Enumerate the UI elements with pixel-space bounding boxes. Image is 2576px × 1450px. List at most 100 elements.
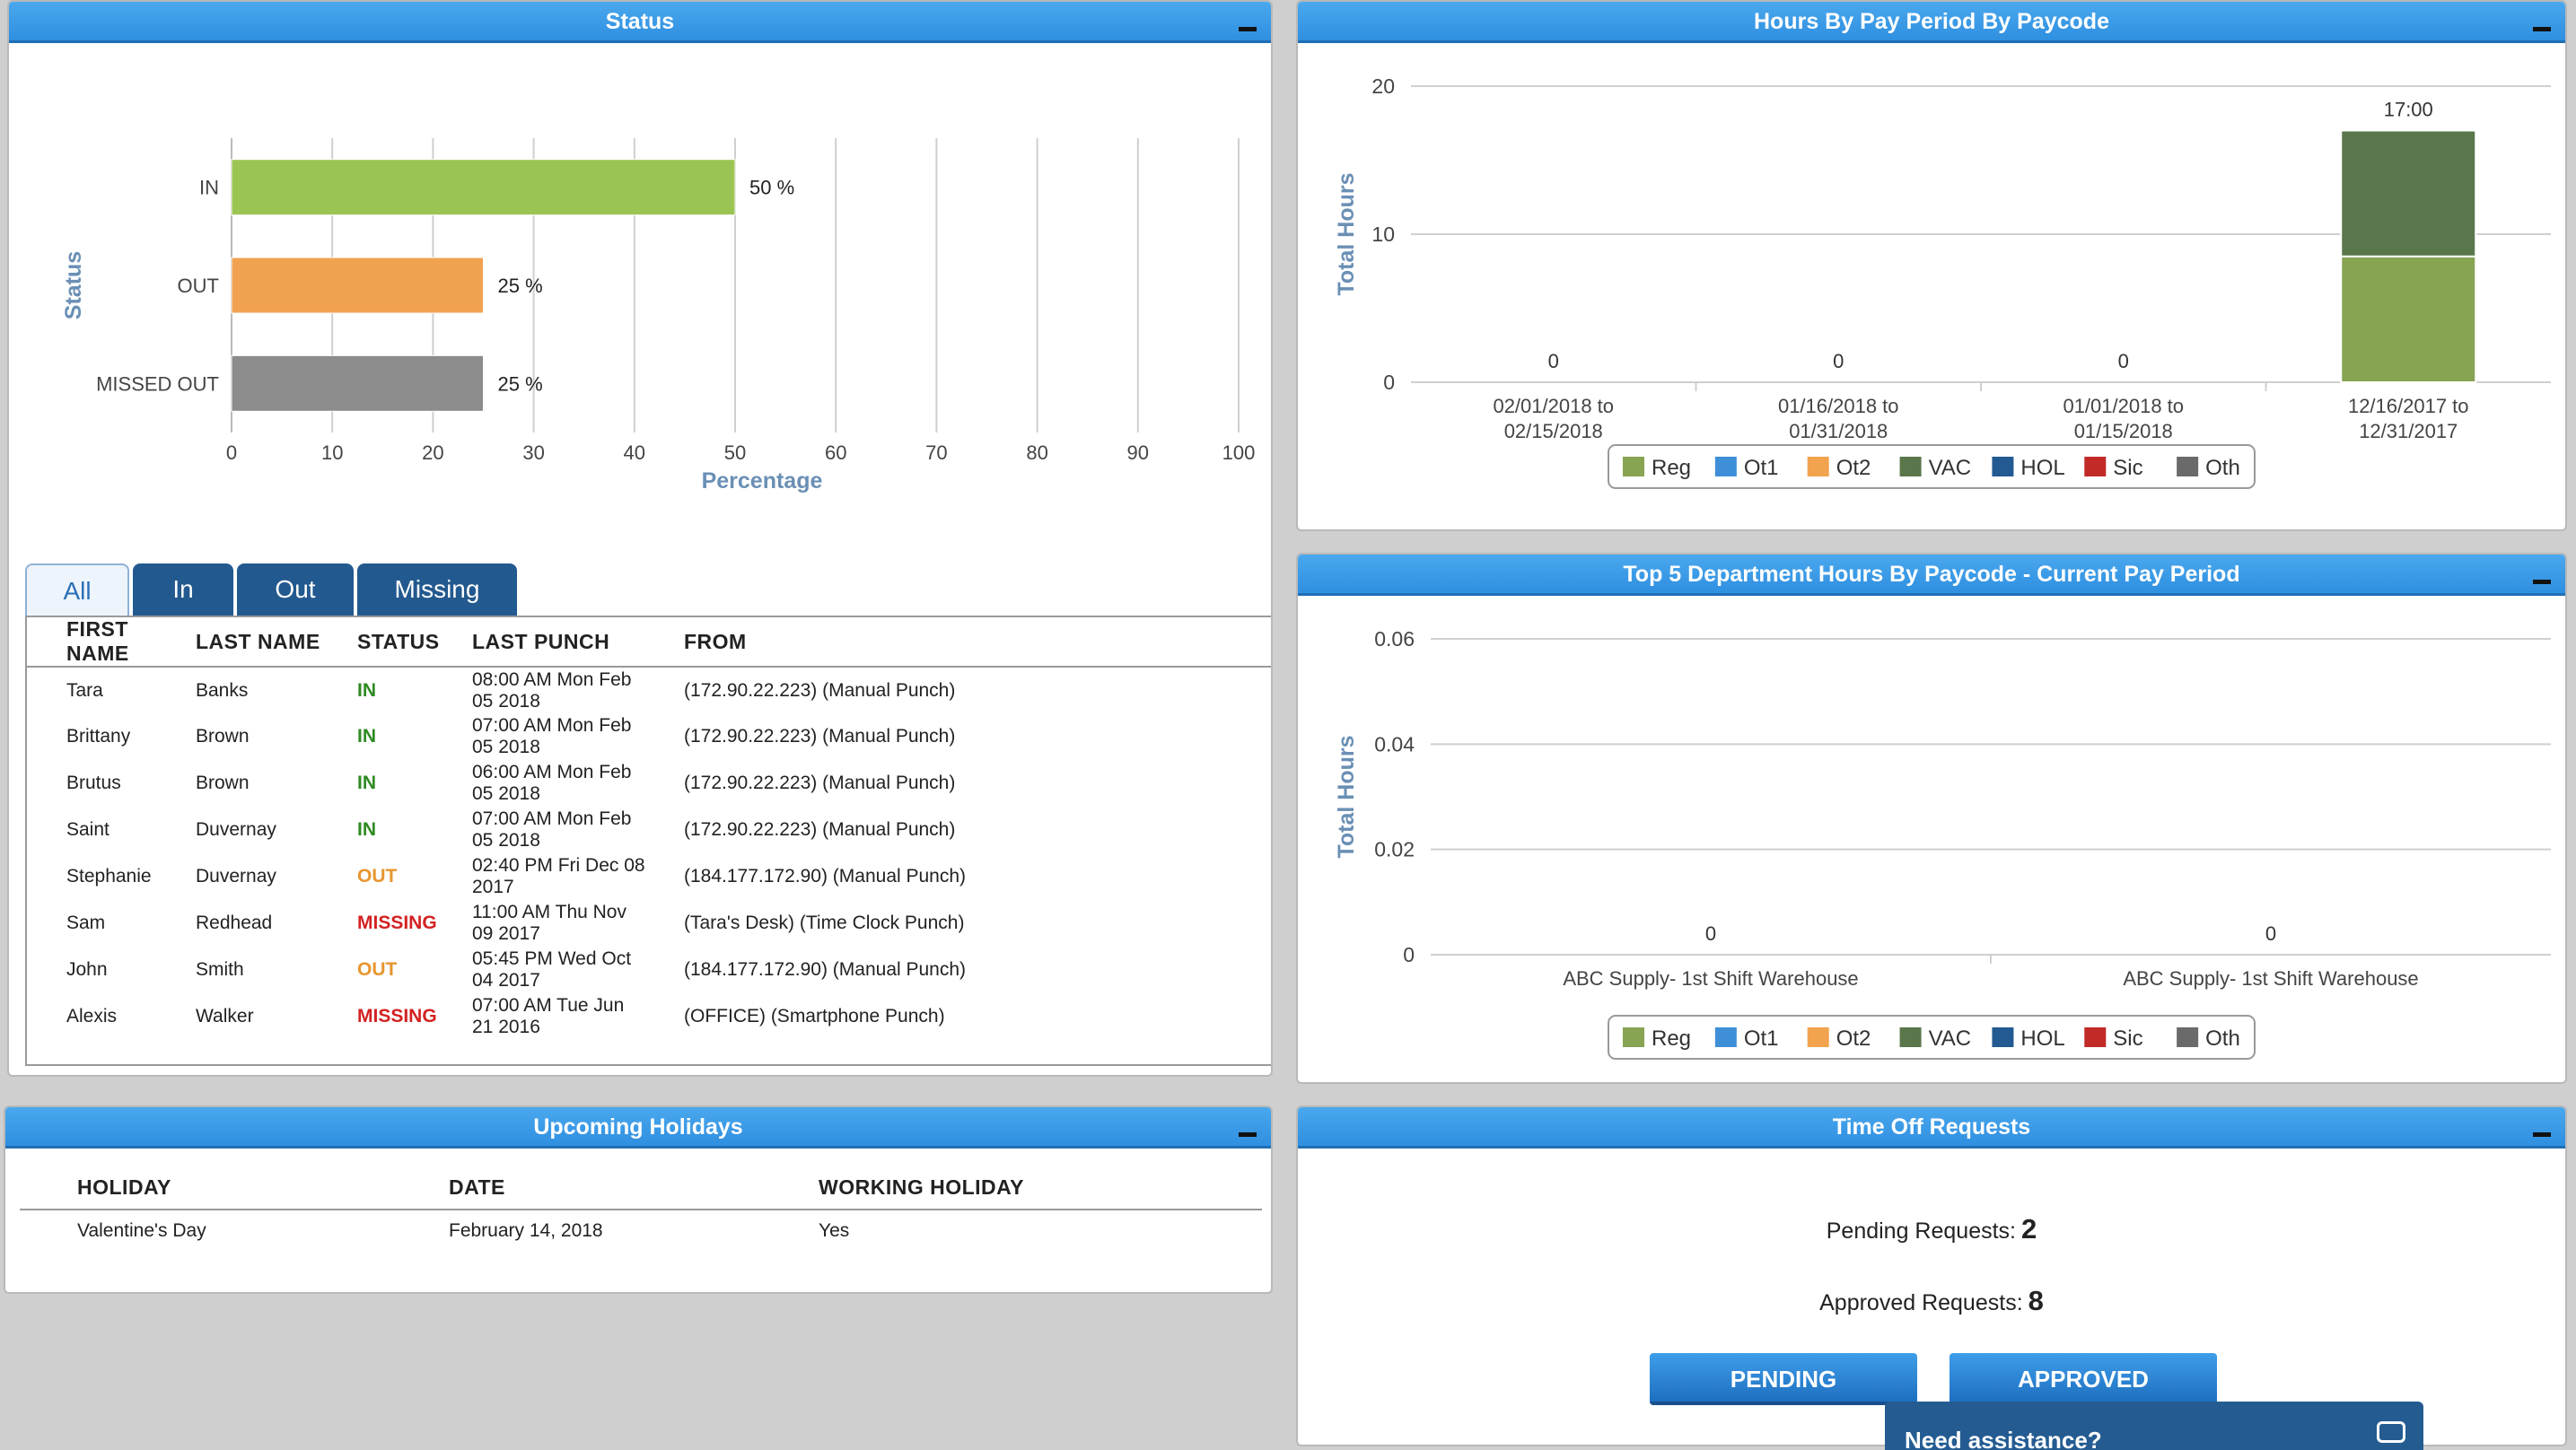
legend-swatch[interactable] — [1807, 1027, 1829, 1047]
y-axis-title: Status — [61, 251, 86, 319]
x-tick-label: 50 — [724, 441, 746, 464]
x-tick-label: ABC Supply- 1st Shift Warehouse — [2123, 967, 2418, 990]
dept-collapse-button[interactable] — [2529, 555, 2554, 594]
legend-swatch[interactable] — [2084, 1027, 2107, 1047]
legend-swatch[interactable] — [2177, 457, 2199, 476]
cell-last-punch: 07:00 AM Mon Feb 05 2018 — [465, 713, 677, 760]
table-row[interactable]: Brutus Brown IN 06:00 AM Mon Feb 05 2018 (172… — [27, 760, 1271, 807]
table-row[interactable]: Saint Duvernay IN 07:00 AM Mon Feb 05 2018 (1… — [27, 807, 1271, 853]
col-date[interactable]: DATE — [390, 1166, 759, 1210]
legend-swatch[interactable] — [1807, 457, 1829, 476]
legend-swatch[interactable] — [1714, 1027, 1737, 1047]
hours-panel-header: Hours By Pay Period By Paycode — [1298, 2, 2565, 43]
legend-label[interactable]: Ot1 — [1744, 1026, 1779, 1051]
legend-swatch[interactable] — [1899, 457, 1922, 476]
hours-collapse-button[interactable] — [2529, 2, 2554, 41]
holidays-collapse-button[interactable] — [1235, 1107, 1260, 1147]
x-tick-label: 01/31/2018 — [1789, 420, 1888, 442]
legend-label[interactable]: Ot2 — [1836, 1026, 1871, 1051]
table-row: Valentine's Day February 14, 2018 Yes — [20, 1210, 1262, 1251]
table-row[interactable]: John Smith OUT 05:45 PM Wed Oct 04 2017 (184.… — [27, 947, 1271, 993]
col-status[interactable]: STATUS — [350, 617, 465, 668]
status-bar[interactable] — [231, 354, 484, 412]
tab-all[interactable]: All — [25, 563, 129, 616]
legend-swatch[interactable] — [1899, 1027, 1922, 1047]
col-from[interactable]: FROM — [677, 617, 1271, 668]
cell-last-punch: 07:00 AM Tue Jun 21 2016 — [465, 993, 677, 1040]
legend-swatch[interactable] — [1714, 457, 1737, 476]
table-row[interactable]: Alexis Walker MISSING 07:00 AM Tue Jun 21 20… — [27, 993, 1271, 1040]
table-row[interactable]: Tara Banks IN 08:00 AM Mon Feb 05 2018 (172.9… — [27, 667, 1271, 713]
legend-label[interactable]: HOL — [2020, 1026, 2064, 1051]
last-punch-line2: 05 2018 — [472, 783, 540, 804]
timeoff-panel: Time Off Requests Pending Requests: 2 App… — [1296, 1105, 2567, 1446]
legend-label[interactable]: HOL — [2020, 456, 2064, 480]
total-data-label: 17:00 — [2384, 99, 2433, 121]
legend-label[interactable]: Oth — [2205, 1026, 2240, 1051]
legend-swatch[interactable] — [1623, 1027, 1644, 1047]
x-tick-label: 80 — [1026, 441, 1047, 464]
col-first-name[interactable]: FIRST NAME — [27, 617, 188, 668]
cell-last-name: Smith — [196, 959, 244, 980]
col-last-punch[interactable]: LAST PUNCH — [465, 617, 677, 668]
status-badge: IN — [357, 819, 376, 840]
cell-from: (172.90.22.223) (Manual Punch) — [684, 819, 956, 840]
holidays-panel-header: Upcoming Holidays — [5, 1107, 1271, 1149]
legend-label[interactable]: Ot2 — [1836, 456, 1871, 480]
dept-panel-header: Top 5 Department Hours By Paycode - Curr… — [1298, 555, 2565, 596]
stack-segment[interactable] — [2340, 255, 2477, 383]
hours-panel: Hours By Pay Period By Paycode 0 10 20 0 02/… — [1296, 0, 2567, 531]
pending-button[interactable]: PENDING — [1650, 1353, 1917, 1405]
col-holiday[interactable]: HOLIDAY — [20, 1166, 390, 1210]
dept-stacked-chart: 0 0.02 0.04 0.06 0 ABC Supply- 1st Shift Ware… — [1334, 627, 2551, 1060]
legend-swatch[interactable] — [1992, 1027, 2014, 1047]
legend-label[interactable]: Sic — [2113, 1026, 2142, 1051]
status-collapse-button[interactable] — [1235, 2, 1260, 41]
legend-label[interactable]: Ot1 — [1744, 456, 1779, 480]
cell-first-name: Sam — [66, 913, 106, 933]
last-punch-line2: 05 2018 — [472, 830, 540, 851]
chat-icon — [2377, 1421, 2405, 1443]
cell-first-name: Alexis — [66, 1006, 118, 1026]
table-row[interactable]: Sam Redhead MISSING 11:00 AM Thu Nov 09 2017… — [27, 900, 1271, 947]
holidays-table-wrap: HOLIDAY DATE WORKING HOLIDAY Valentine's… — [20, 1166, 1262, 1251]
legend-label[interactable]: VAC — [1929, 1026, 1972, 1051]
col-working-holiday[interactable]: WORKING HOLIDAY — [759, 1166, 1262, 1210]
x-tick-label: 30 — [522, 441, 544, 464]
tab-in[interactable]: In — [133, 563, 233, 616]
tab-missing[interactable]: Missing — [357, 563, 517, 616]
status-bar[interactable] — [231, 257, 484, 314]
legend-label[interactable]: VAC — [1929, 456, 1972, 480]
legend-swatch[interactable] — [2177, 1027, 2199, 1047]
approved-button[interactable]: APPROVED — [1950, 1353, 2217, 1405]
x-tick-label: 40 — [624, 441, 645, 464]
table-row[interactable]: Brittany Brown IN 07:00 AM Mon Feb 05 2018 (1… — [27, 713, 1271, 760]
cell-last-punch: 08:00 AM Mon Feb 05 2018 — [465, 667, 677, 713]
total-data-label: 0 — [1548, 350, 1559, 372]
status-panel: Status 0 10 20 30 40 50 60 70 80 90 100 IN 50 % OUT 25… — [7, 0, 1273, 1077]
total-data-label: 0 — [2118, 350, 2129, 372]
tab-out[interactable]: Out — [237, 563, 354, 616]
legend-label[interactable]: Sic — [2113, 456, 2142, 480]
hours-stacked-chart: 0 10 20 0 02/01/2018 to 02/15/2018 0 01/16/2018… — [1334, 74, 2551, 489]
holiday-name: Valentine's Day — [77, 1219, 206, 1241]
x-tick-label: 02/01/2018 to — [1493, 395, 1614, 417]
stack-segment[interactable] — [2340, 129, 2477, 258]
legend-label[interactable]: Oth — [2205, 456, 2240, 480]
table-row[interactable]: Stephanie Duvernay OUT 02:40 PM Fri Dec 08 2… — [27, 853, 1271, 900]
legend-swatch[interactable] — [2084, 457, 2107, 476]
cell-first-name: Brittany — [66, 726, 131, 747]
cell-from: (172.90.22.223) (Manual Punch) — [684, 726, 956, 747]
legend-swatch[interactable] — [1623, 457, 1644, 476]
status-badge: OUT — [357, 959, 398, 980]
x-tick-label: 01/01/2018 to — [2063, 395, 2184, 417]
cell-first-name: Brutus — [66, 773, 121, 793]
assistance-chat-widget[interactable]: Need assistance? — [1885, 1402, 2423, 1450]
legend-label[interactable]: Reg — [1652, 456, 1691, 480]
col-last-name[interactable]: LAST NAME — [188, 617, 350, 668]
status-bar[interactable] — [231, 159, 736, 216]
legend-label[interactable]: Reg — [1652, 1026, 1691, 1051]
timeoff-collapse-button[interactable] — [2529, 1107, 2554, 1147]
legend-swatch[interactable] — [1992, 457, 2014, 476]
y-tick-label: MISSED OUT — [96, 372, 219, 395]
